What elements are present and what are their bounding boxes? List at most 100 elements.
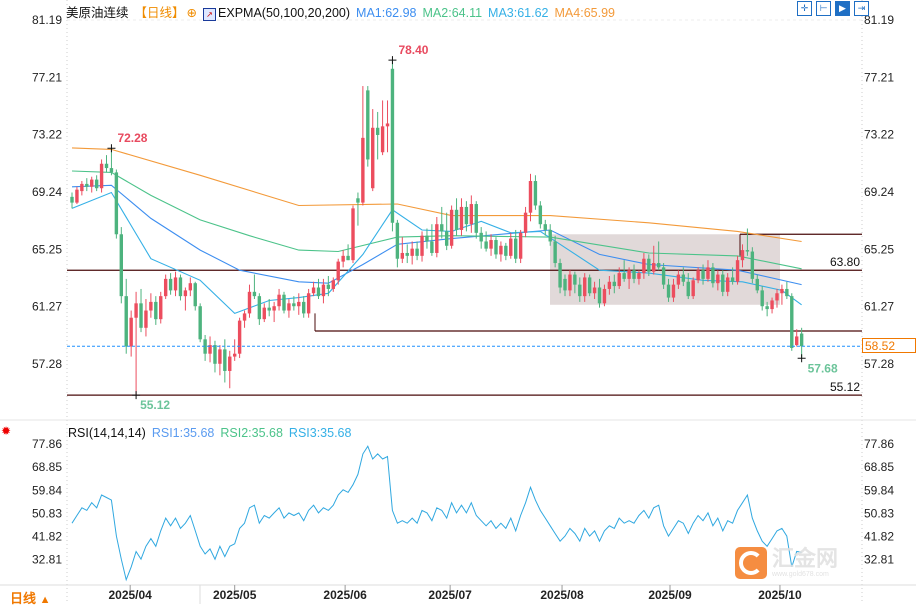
candle [656,241,661,271]
watermark-text: 汇金网 [772,545,839,571]
candle-body [587,277,592,294]
candle-body [578,284,582,297]
candle-body [242,313,247,321]
candle [563,274,567,297]
candle [366,86,370,167]
range-icon[interactable]: ⊢ [816,1,831,16]
candle-body [573,274,577,285]
candle [257,293,262,325]
candle-body [99,163,104,189]
candle [509,232,513,259]
candle-body [237,320,242,354]
candle-body [489,240,493,249]
circle-plus-icon[interactable]: ⊕ [186,6,198,20]
candle-body [90,179,94,187]
candle [440,206,444,239]
candle [514,229,518,264]
candle-body [247,291,252,314]
period-selector[interactable]: 日线 ▲ [10,588,51,607]
candle-body [306,293,311,314]
candle [647,254,651,276]
last-price-label: 58.52 [862,338,916,353]
play-icon[interactable]: ▶ [835,1,850,16]
candle [351,205,355,264]
candle-body [528,181,533,213]
candle-body [548,229,552,242]
candle [430,224,434,256]
sun-icon[interactable]: ✹ [1,424,12,438]
candle-body [706,267,710,279]
candle-body [287,303,291,311]
candle-body [607,281,612,289]
candle [765,301,769,317]
time-tick-label: 2025/04 [108,588,152,602]
candle [237,317,242,359]
candle [681,267,686,287]
level-label: 63.80 [830,255,860,269]
candle [523,206,528,238]
candle [444,212,449,251]
candle [163,274,168,300]
candle-body [454,209,459,230]
candle-body [790,296,794,348]
candle-body [178,277,183,297]
candle [75,186,79,205]
candle-body [499,245,503,255]
candle [129,310,133,357]
candle [661,263,666,289]
candle [208,336,212,363]
candle [494,237,498,259]
candle-body [568,274,572,291]
watermark: 汇金网 www.gold678.com [735,547,838,579]
candle [282,291,286,314]
candle [637,270,641,285]
candle [464,201,469,232]
candle-body [459,206,464,230]
candle-body [109,168,114,173]
rsi-tick-right: 41.82 [864,530,894,544]
rsi-tick-right: 32.81 [864,553,894,567]
candle [578,277,582,302]
crosshair-icon[interactable]: ✛ [797,1,812,16]
chart-icon[interactable]: ↗ [203,8,217,21]
candle-body [474,204,478,233]
candle-body [124,296,128,347]
candle [573,271,577,294]
ma-line-ma4 [71,147,802,243]
indicator-name[interactable]: EXPMA(50,100,20,200) [218,6,351,20]
candle [114,169,119,239]
candle [267,299,271,317]
candle [262,303,266,323]
candle-body [523,212,528,233]
candle [410,241,414,265]
candle [474,201,478,239]
time-tick-label: 2025/09 [648,588,692,602]
candle-body [232,353,237,357]
candle [587,274,592,297]
candle-body [70,196,74,203]
exit-icon[interactable]: ⇥ [854,1,869,16]
candle [780,284,784,305]
candle [755,274,759,294]
candle-body [509,238,513,256]
candle-body [316,287,321,297]
candle [716,270,720,291]
candle [760,286,764,311]
price-tick-left: 77.21 [32,70,62,84]
candle [178,274,183,301]
time-tick-label: 2025/08 [540,588,584,602]
rsi-indicator-name[interactable]: RSI(14,14,14) [68,426,146,440]
candle [247,284,252,318]
rsi-tick-right: 68.85 [864,460,894,474]
candle [356,192,360,226]
arrow-up-icon: ▲ [39,594,51,606]
candle [119,227,123,304]
candle-body [514,238,518,259]
candle [701,264,705,285]
ma4-value: MA4:65.99 [554,6,615,20]
price-tick-right: 77.21 [864,70,894,84]
period-label[interactable]: 【日线】 [134,6,185,20]
candle-body [612,281,616,287]
candle-body [775,293,779,301]
